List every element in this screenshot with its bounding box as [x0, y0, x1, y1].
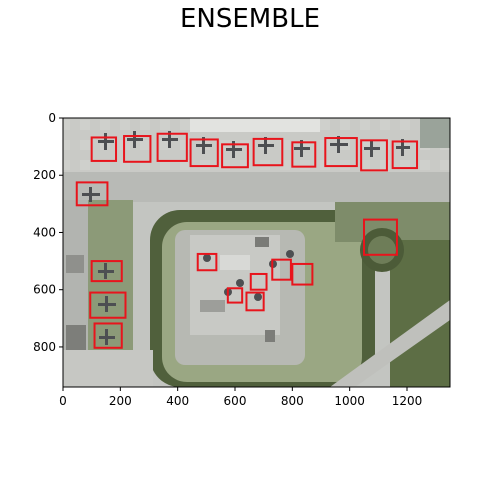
detection-box-12 — [363, 218, 398, 256]
detection-box-10 — [391, 140, 419, 170]
detection-box-8 — [324, 137, 358, 168]
detection-box-19 — [245, 291, 265, 312]
figure-title: ENSEMBLE — [180, 4, 320, 34]
x-tick-label: 400 — [166, 394, 189, 408]
detection-box-9 — [360, 139, 388, 172]
y-tick-label: 0 — [48, 111, 56, 125]
detection-box-21 — [93, 322, 123, 349]
y-axis: 0 200 400 600 800 — [33, 111, 63, 354]
detection-box-11 — [75, 181, 109, 207]
x-tick-label: 0 — [59, 394, 67, 408]
detection-box-15 — [271, 258, 292, 281]
detection-box-4 — [189, 138, 219, 168]
y-tick-label: 200 — [33, 168, 56, 182]
detection-box-6 — [252, 137, 284, 167]
detection-box-14 — [90, 260, 123, 283]
detection-box-2 — [123, 135, 152, 163]
y-tick-label: 800 — [33, 340, 56, 354]
x-tick-label: 1000 — [334, 394, 365, 408]
y-tick-label: 600 — [33, 283, 56, 297]
detection-box-7 — [291, 141, 317, 168]
detection-box-18 — [226, 287, 244, 304]
detection-box-13 — [196, 252, 218, 272]
detection-box-16 — [291, 262, 314, 286]
detection-box-5 — [221, 143, 249, 169]
y-tick-label: 400 — [33, 225, 56, 239]
x-tick-label: 200 — [109, 394, 132, 408]
x-tick-label: 600 — [224, 394, 247, 408]
x-tick-label: 1200 — [392, 394, 423, 408]
axes-frame — [62, 117, 451, 388]
x-tick-label: 800 — [281, 394, 304, 408]
detection-box-20 — [89, 291, 127, 319]
x-axis: 0 200 400 600 800 1000 1200 — [59, 387, 422, 408]
detection-box-3 — [156, 132, 188, 162]
detection-box-17 — [249, 272, 268, 291]
detection-box-1 — [90, 136, 118, 162]
